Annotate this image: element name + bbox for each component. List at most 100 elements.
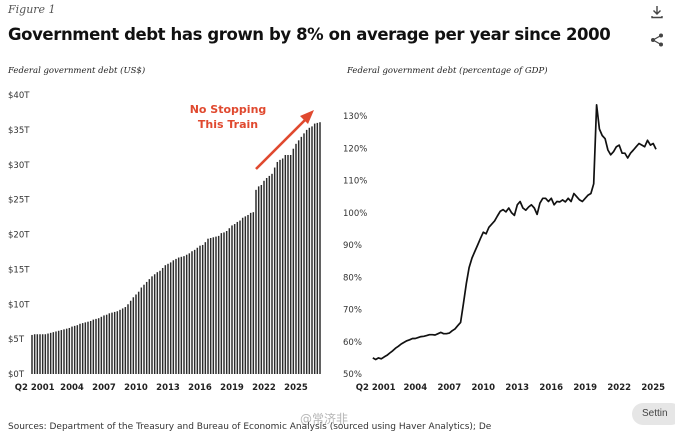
- y-tick-label: $15T: [8, 265, 30, 275]
- y-tick-label: 60%: [343, 338, 362, 348]
- x-tick-label: 2007: [437, 383, 461, 393]
- debt-bar: [161, 267, 164, 374]
- debt-bar: [151, 276, 153, 374]
- x-tick-label: 2010: [471, 383, 495, 393]
- annotation-arrow-head: [300, 110, 314, 124]
- x-tick-label: 2016: [188, 383, 212, 393]
- debt-bar: [76, 325, 79, 374]
- debt-bar: [209, 237, 212, 374]
- y-tick-label: 50%: [343, 370, 362, 380]
- debt-bar: [257, 186, 260, 374]
- debt-bar: [263, 180, 265, 374]
- x-tick-label: 2022: [607, 383, 631, 393]
- y-tick-label: 80%: [343, 273, 362, 283]
- debt-bar: [311, 126, 313, 374]
- y-tick-label: $20T: [8, 231, 30, 241]
- right-chart-subtitle: Federal government debt (percentage of G…: [347, 66, 548, 76]
- debt-bar: [273, 167, 276, 374]
- debt-bar: [279, 159, 281, 374]
- debt-bar: [119, 309, 121, 374]
- debt-bar: [33, 334, 36, 374]
- debt-bar: [156, 272, 159, 374]
- debt-bar: [303, 133, 305, 374]
- left-chart-subtitle: Federal government debt (US$): [8, 66, 146, 76]
- debt-bar: [308, 127, 311, 374]
- debt-bar: [287, 154, 289, 374]
- debt-bar: [183, 256, 185, 374]
- debt-bar: [41, 334, 44, 374]
- debt-bar: [132, 297, 135, 374]
- debt-bar: [97, 318, 100, 374]
- y-tick-label: $40T: [8, 91, 30, 101]
- debt-bar: [145, 281, 148, 374]
- y-tick-label: $30T: [8, 161, 30, 171]
- debt-bar: [191, 251, 193, 374]
- debt-bar: [193, 249, 196, 374]
- annotation-line-2: This Train: [198, 118, 258, 131]
- debt-bar: [236, 221, 239, 374]
- debt-bar: [137, 291, 140, 374]
- download-icon[interactable]: [649, 4, 665, 20]
- annotation-arrow-line: [255, 117, 308, 170]
- y-tick-label: 110%: [343, 177, 367, 187]
- debt-bar: [225, 231, 228, 374]
- debt-bar: [217, 235, 220, 374]
- debt-bar: [79, 323, 81, 374]
- debt-bar: [135, 294, 137, 374]
- settings-button[interactable]: Settin: [632, 403, 675, 425]
- debt-bar: [153, 274, 156, 374]
- debt-bar: [116, 311, 119, 374]
- debt-bar: [71, 326, 73, 374]
- debt-bar: [36, 334, 39, 374]
- debt-bar: [169, 262, 172, 374]
- x-tick-label: 2013: [156, 383, 180, 393]
- x-tick-label: 2013: [505, 383, 529, 393]
- debt-bar: [247, 214, 249, 374]
- x-tick-label: 2019: [573, 383, 597, 393]
- debt-bar: [44, 334, 47, 374]
- y-tick-label: $5T: [8, 335, 25, 345]
- debt-bar: [105, 314, 108, 374]
- x-tick-label: 2004: [403, 383, 427, 393]
- y-tick-label: 70%: [343, 306, 362, 316]
- debt-bar: [180, 256, 183, 374]
- y-tick-label: 90%: [343, 241, 362, 251]
- debt-bar: [289, 154, 292, 374]
- share-icon[interactable]: [649, 32, 665, 48]
- debt-bar: [297, 140, 300, 374]
- debt-bar: [300, 136, 303, 374]
- debt-bar: [113, 311, 116, 374]
- debt-bar: [57, 330, 60, 374]
- x-tick-label: 2010: [124, 383, 148, 393]
- debt-bar: [241, 217, 244, 374]
- debt-bar: [223, 232, 225, 374]
- debt-bar: [319, 122, 321, 374]
- y-tick-label: $10T: [8, 300, 30, 310]
- debt-bar: [73, 325, 76, 374]
- x-tick-label: 2016: [539, 383, 563, 393]
- y-tick-label: 120%: [343, 144, 367, 154]
- sources-note: Sources: Department of the Treasury and …: [8, 422, 492, 432]
- debt-bar: [220, 233, 223, 374]
- debt-bar: [81, 323, 84, 374]
- debt-bar: [164, 265, 167, 374]
- debt-bar: [199, 245, 201, 374]
- debt-bar: [172, 260, 175, 374]
- debt-bar: [212, 237, 215, 374]
- debt-bar: [108, 313, 111, 374]
- debt-bar: [167, 263, 169, 374]
- debt-bar: [188, 253, 191, 374]
- debt-bar: [316, 122, 319, 375]
- debt-bar: [239, 220, 241, 374]
- debt-bar: [204, 242, 207, 374]
- debt-bar: [31, 334, 33, 374]
- debt-bar: [140, 287, 143, 374]
- y-tick-label: $0T: [8, 370, 25, 380]
- debt-bar: [231, 225, 233, 374]
- debt-bar: [159, 270, 161, 374]
- x-tick-label: 2004: [60, 383, 84, 393]
- y-tick-label: 100%: [343, 209, 367, 219]
- debt-bar: [89, 320, 92, 374]
- debt-bar: [111, 312, 113, 374]
- debt-bar: [281, 158, 284, 374]
